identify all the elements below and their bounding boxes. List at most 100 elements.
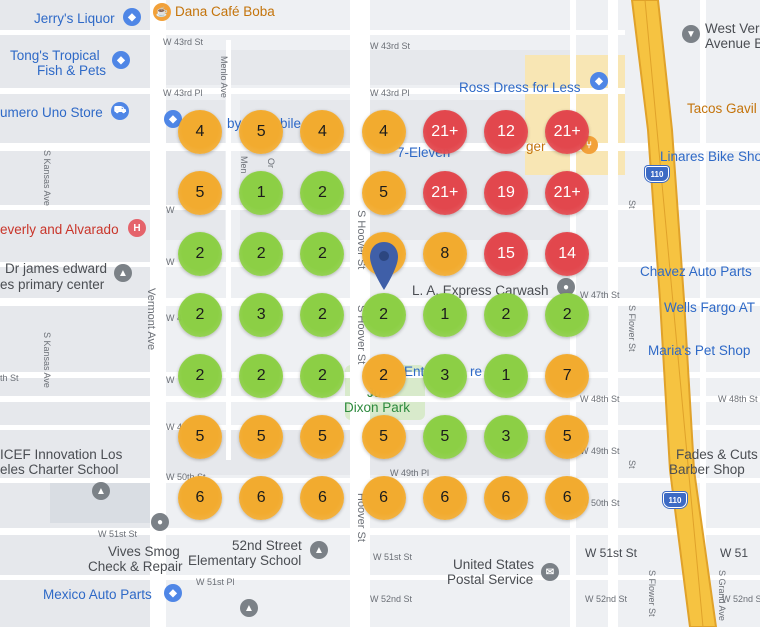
rank-marker[interactable]: 6	[239, 476, 284, 520]
poi-label[interactable]: Mexico Auto Parts	[43, 587, 152, 602]
rank-marker[interactable]: 2	[300, 171, 345, 215]
rank-marker[interactable]: 5	[300, 415, 345, 459]
rank-marker[interactable]: 3	[239, 293, 284, 337]
rank-marker[interactable]: 6	[300, 476, 345, 520]
poi-label[interactable]: Avenue Be	[705, 36, 760, 51]
location-pin-icon[interactable]	[368, 240, 400, 292]
cart-icon[interactable]: ⛟	[111, 102, 129, 120]
poi-label[interactable]: West Ver	[705, 21, 760, 36]
rank-marker[interactable]: 2	[300, 293, 345, 337]
poi-label[interactable]: umero Uno Store	[0, 105, 103, 120]
shopping-bag-icon[interactable]: ◆	[590, 72, 608, 90]
rank-marker[interactable]: 12	[484, 110, 528, 154]
poi-label[interactable]: Fades & Cuts	[676, 447, 758, 462]
rank-marker[interactable]: 2	[300, 232, 345, 276]
poi-label[interactable]: Elementary School	[188, 553, 302, 568]
rank-marker[interactable]: 1	[239, 171, 284, 215]
poi-label[interactable]: eles Charter School	[0, 462, 119, 477]
rank-marker[interactable]: 5	[178, 171, 222, 215]
shopping-bag-icon[interactable]: ◆	[123, 8, 141, 26]
rank-marker[interactable]: 3	[422, 354, 467, 398]
rank-marker[interactable]: 2	[178, 232, 222, 276]
rank-marker[interactable]: 7	[545, 354, 590, 398]
school-icon[interactable]: ▲	[92, 482, 110, 500]
poi-label[interactable]: Postal Service	[447, 572, 534, 587]
poi-label[interactable]: Dixon Park	[344, 400, 411, 415]
poi-label[interactable]: Tong's Tropical	[10, 48, 100, 63]
poi-label[interactable]: United States	[453, 557, 535, 572]
shopping-bag-icon[interactable]: ◆	[112, 51, 130, 69]
place-pin-icon[interactable]: ●	[151, 513, 169, 531]
rank-marker[interactable]: 6	[545, 476, 590, 520]
rank-marker[interactable]: 5	[178, 415, 222, 459]
rank-marker[interactable]: 4	[300, 110, 345, 154]
rank-marker[interactable]: 15	[484, 232, 528, 276]
rank-marker[interactable]: 2	[178, 293, 222, 337]
poi-label[interactable]: Vives Smog	[108, 544, 180, 559]
school-icon[interactable]: ▲	[240, 599, 258, 617]
poi-label[interactable]: Dr james edward	[5, 261, 108, 276]
poi-label[interactable]: 52nd Street	[232, 538, 302, 553]
shopping-bag-icon[interactable]: ◆	[164, 584, 182, 602]
street-label: W 52nd St	[722, 594, 760, 604]
rank-marker[interactable]: 1	[484, 354, 528, 398]
poi-label[interactable]: Check & Repair	[88, 559, 183, 574]
shopping-bag-icon[interactable]: ◆	[164, 110, 182, 128]
rank-marker[interactable]: 6	[361, 476, 406, 520]
school-icon[interactable]: ▲	[310, 541, 328, 559]
poi-label[interactable]: Chavez Auto Parts	[640, 264, 752, 279]
poi-label[interactable]: Wells Fargo AT	[664, 300, 756, 315]
poi-label[interactable]: es primary center	[0, 277, 105, 292]
rank-marker[interactable]: 21+	[545, 110, 590, 154]
poi-label[interactable]: Fish & Pets	[37, 63, 107, 78]
poi-label[interactable]: Ent	[404, 364, 425, 379]
rank-marker[interactable]: 3	[484, 415, 528, 459]
rank-marker[interactable]: 1	[422, 293, 467, 337]
i110-shield: 110	[645, 166, 669, 182]
poi-label[interactable]: Maria's Pet Shop	[648, 343, 751, 358]
poi-label[interactable]: Linares Bike Sho	[660, 149, 760, 164]
school-icon[interactable]: ▲	[114, 264, 132, 282]
poi-label[interactable]: Dana Café Boba	[175, 4, 275, 19]
rank-marker[interactable]: 2	[545, 293, 590, 337]
cafe-icon[interactable]: ☕	[153, 3, 171, 21]
poi-label[interactable]: everly and Alvarado	[0, 222, 119, 237]
rank-marker[interactable]: 5	[545, 415, 590, 459]
rank-marker[interactable]: 2	[239, 232, 284, 276]
poi-label[interactable]: Jerry's Liquor	[34, 11, 115, 26]
place-icon[interactable]: ▼	[682, 25, 700, 43]
poi-label[interactable]: bile	[280, 116, 302, 131]
poi-label[interactable]: Ross Dress for Less	[459, 80, 581, 95]
rank-marker[interactable]: 21+	[545, 171, 590, 215]
rank-marker[interactable]: 2	[300, 354, 345, 398]
rank-marker[interactable]: 14	[545, 232, 590, 276]
rank-marker[interactable]: 21+	[422, 171, 467, 215]
rank-marker[interactable]: 5	[239, 415, 284, 459]
rank-marker[interactable]: 8	[422, 232, 467, 276]
poi-label[interactable]: ICEF Innovation Los	[0, 447, 123, 462]
hospital-icon[interactable]: H	[128, 219, 146, 237]
rank-marker[interactable]: 5	[239, 110, 284, 154]
poi-label[interactable]: by	[227, 116, 242, 131]
rank-marker[interactable]: 19	[484, 171, 528, 215]
place-pin-icon[interactable]: ●	[557, 278, 575, 296]
rank-marker[interactable]: 6	[178, 476, 222, 520]
rank-marker[interactable]: 4	[178, 110, 222, 154]
mail-icon[interactable]: ✉	[541, 563, 559, 581]
rank-marker[interactable]: 6	[422, 476, 467, 520]
rank-marker[interactable]: 6	[484, 476, 528, 520]
rank-marker[interactable]: 2	[484, 293, 528, 337]
rank-marker[interactable]: 2	[178, 354, 222, 398]
rank-marker[interactable]: 5	[422, 415, 467, 459]
poi-label[interactable]: Barber Shop	[669, 462, 745, 477]
poi-label[interactable]: Tacos Gavil	[687, 101, 757, 116]
rank-marker[interactable]: 4	[361, 110, 406, 154]
rank-marker[interactable]: 5	[361, 415, 406, 459]
rank-marker[interactable]: 21+	[422, 110, 467, 154]
rank-marker[interactable]: 2	[361, 354, 406, 398]
poi-label[interactable]: ger	[526, 139, 546, 154]
rank-marker[interactable]: 2	[239, 354, 284, 398]
rank-marker[interactable]: 5	[361, 171, 406, 215]
rank-marker[interactable]: 2	[361, 293, 406, 337]
